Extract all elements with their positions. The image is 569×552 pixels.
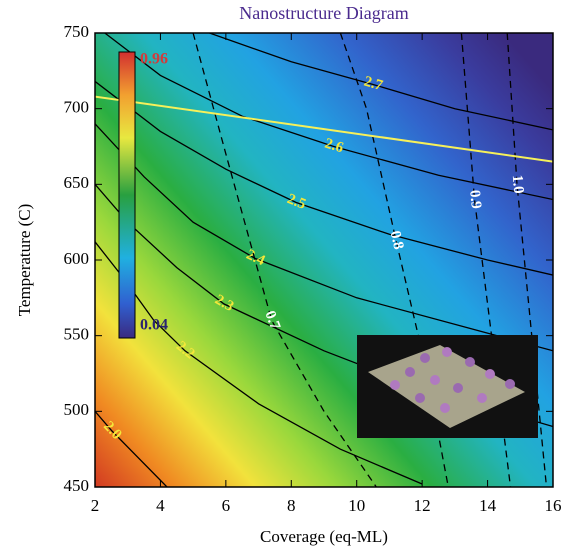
x-tick-label: 16: [545, 496, 562, 515]
y-tick-label: 600: [64, 249, 90, 268]
colorbar-min: 0.04: [140, 317, 168, 334]
x-tick-label: 8: [287, 496, 296, 515]
y-tick-label: 700: [64, 98, 90, 117]
inset-image: [357, 335, 538, 438]
y-tick-label: 750: [64, 22, 90, 41]
x-tick-label: 6: [222, 496, 231, 515]
contour-label: 0.9: [466, 189, 484, 209]
contour-label: 1.0: [509, 174, 527, 194]
colorbar: [119, 52, 135, 338]
x-tick-label: 12: [414, 496, 431, 515]
y-tick-label: 650: [64, 173, 90, 192]
x-tick-label: 2: [91, 496, 100, 515]
x-tick-label: 10: [348, 496, 365, 515]
x-tick-label: 4: [156, 496, 165, 515]
y-tick-label: 450: [64, 476, 90, 495]
colorbar-max: 0.96: [140, 51, 168, 68]
y-axis-label: Temperature (C): [15, 204, 34, 317]
chart-title: Nanostructure Diagram: [239, 3, 408, 23]
y-tick-label: 500: [64, 400, 90, 419]
chart: 2.72.62.52.42.32.22.00.70.80.91.0 0.96 0…: [0, 0, 569, 552]
x-tick-label: 14: [479, 496, 497, 515]
x-axis-label: Coverage (eq-ML): [260, 527, 388, 546]
y-tick-label: 550: [64, 325, 90, 344]
